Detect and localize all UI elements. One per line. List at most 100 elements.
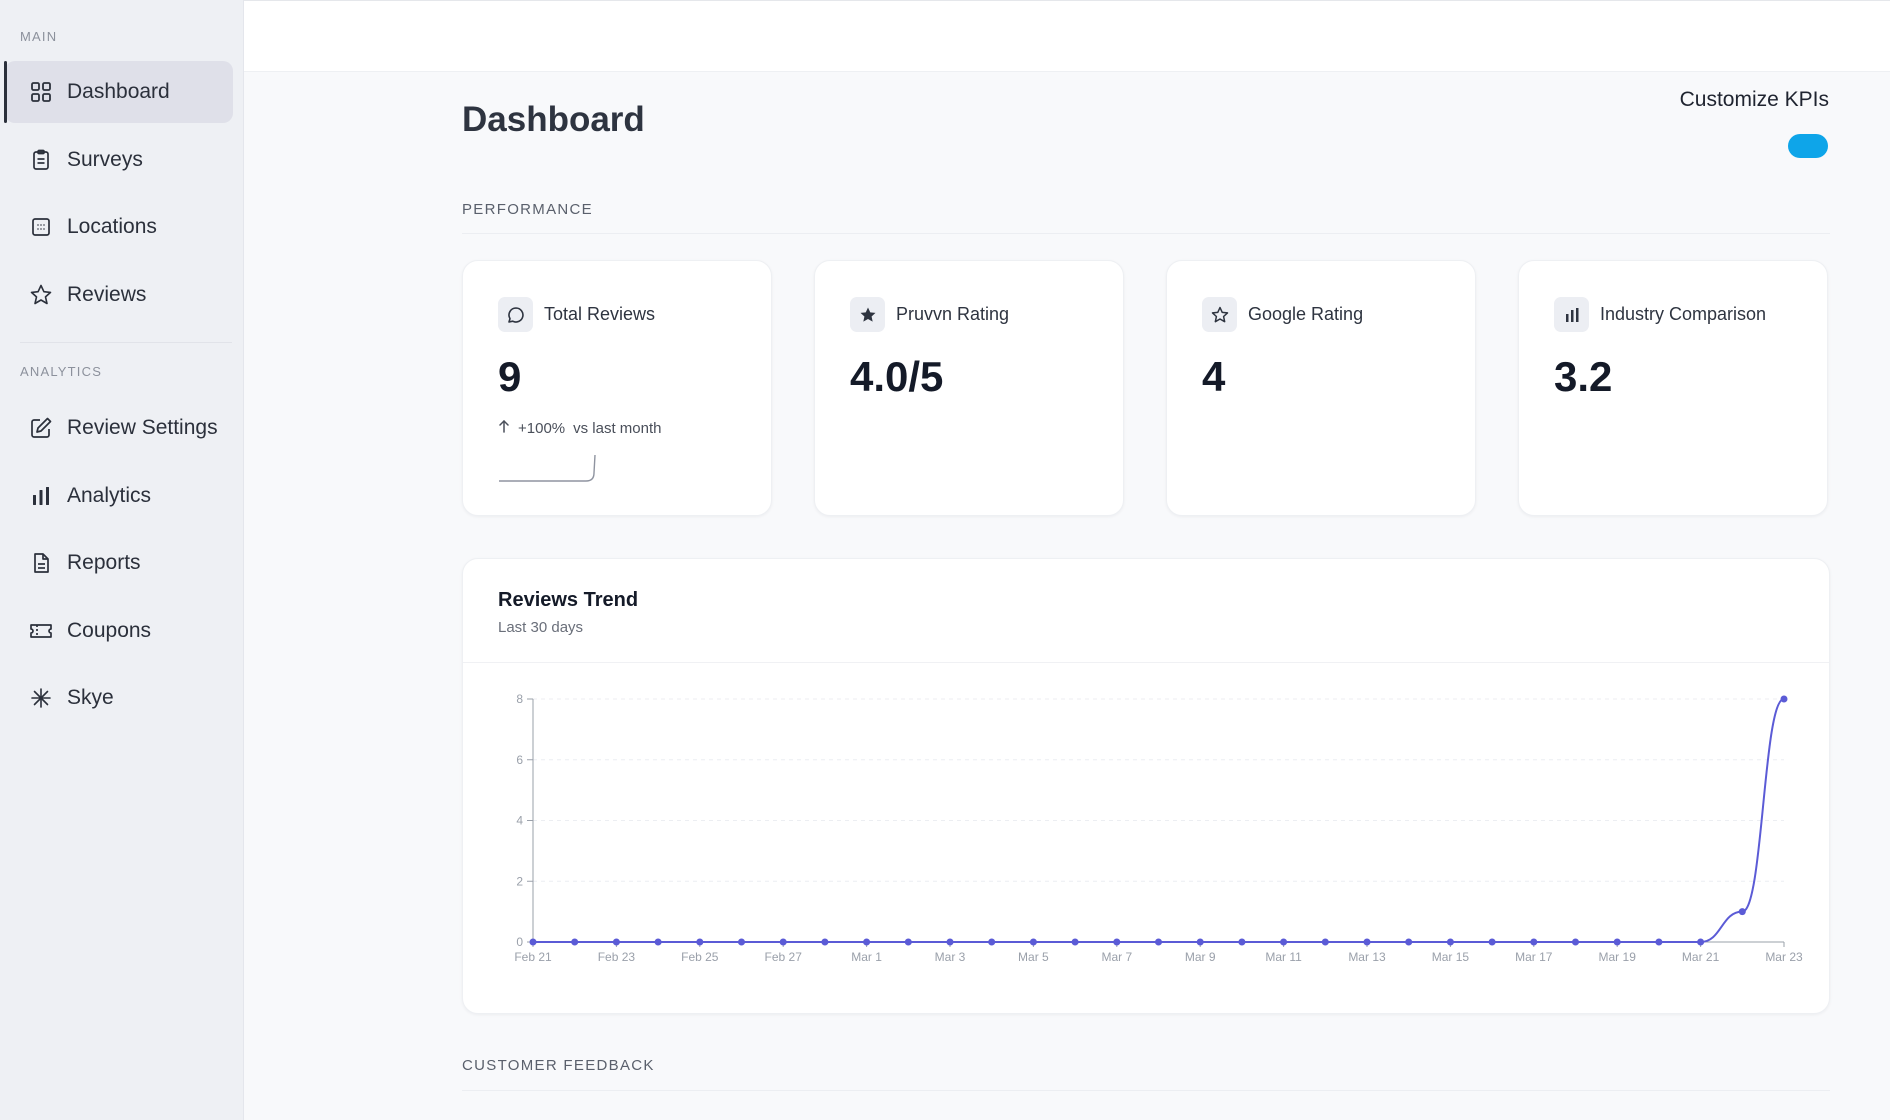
x-tick-label: Mar 3 [935,950,966,964]
kpi-delta-value: +100% [518,419,566,437]
sidebar-item-label: Skye [67,686,114,709]
data-point [1572,938,1579,946]
data-point [779,938,787,946]
sidebar-item-reports[interactable]: Reports [5,532,233,594]
sidebar-item-label: Reviews [67,283,147,306]
sidebar-section-analytics: ANALYTICS [20,364,103,379]
x-tick-label: Mar 13 [1348,950,1386,964]
data-point [654,938,662,946]
reviews-trend-card: Reviews Trend Last 30 days 0 2 4 6 8 Feb 21 Fe… [462,558,1830,1014]
total-reviews-sparkline [499,454,596,482]
data-point [1238,938,1246,946]
document-icon [29,551,53,575]
performance-section-label: PERFORMANCE [462,201,593,218]
data-point [1530,938,1538,946]
y-tick-label: 0 [516,935,523,949]
y-tick-label: 6 [516,753,523,767]
data-point [1697,938,1705,946]
sidebar-section-main: MAIN [20,29,58,44]
x-tick-label: Mar 5 [1018,950,1049,964]
x-tick-label: Mar 15 [1432,950,1470,964]
customize-kpis-toggle[interactable] [1788,134,1828,158]
kpi-card-industry-comparison: Industry Comparison 3.2 [1518,260,1828,516]
building-icon [29,215,53,239]
sidebar-divider [20,342,232,343]
data-point [1405,938,1413,946]
x-tick-label: Mar 7 [1101,950,1132,964]
customer-feedback-section-label: CUSTOMER FEEDBACK [462,1057,655,1074]
data-point [1280,938,1288,946]
kpi-delta-text: vs last month [573,419,662,437]
data-point [1363,938,1371,946]
top-header [244,0,1890,72]
sidebar-item-skye[interactable]: Skye [5,667,233,729]
x-tick-label: Mar 19 [1599,950,1637,964]
data-point [946,938,954,946]
kpi-title: Industry Comparison [1600,304,1767,324]
x-tick-label: Mar 1 [851,950,882,964]
chart-subtitle: Last 30 days [498,619,584,636]
chart-title: Reviews Trend [498,589,639,611]
sidebar-item-label: Locations [67,215,157,238]
ticket-icon [29,619,53,643]
data-point [1155,938,1162,946]
data-point [1321,938,1329,946]
kpi-delta: +100% vs last month [498,419,662,437]
x-tick-label: Feb 23 [598,950,636,964]
data-point [1738,908,1746,916]
kpi-value: 3.2 [1554,353,1613,400]
reviews-trend-chart: 0 2 4 6 8 Feb 21 Feb 23 Feb 25 Feb 27 Mar 1 Mar 3 M… [514,692,1803,964]
y-tick-label: 2 [516,874,523,888]
kpi-title: Pruvvn Rating [896,304,1010,324]
kpi-title: Total Reviews [544,304,656,324]
sidebar-item-label: Dashboard [67,80,170,103]
star-icon [1202,297,1237,332]
sidebar-item-label: Reports [67,551,141,574]
section-divider [462,1090,1830,1091]
bar-chart-icon [1554,297,1589,332]
kpi-value: 9 [498,353,522,400]
x-tick-label: Feb 21 [514,950,552,964]
y-tick-label: 4 [516,814,523,828]
bar-chart-icon [29,484,53,508]
arrow-up-icon [498,419,510,437]
data-point [821,938,829,946]
data-point [1780,695,1788,703]
kpi-card-pruvvn-rating: Pruvvn Rating 4.0/5 [814,260,1124,516]
data-point [1029,938,1037,946]
sidebar: MAIN Dashboard Surveys Locations Reviews… [0,0,244,1120]
clipboard-icon [29,148,53,172]
kpi-title: Google Rating [1248,304,1364,324]
sidebar-item-coupons[interactable]: Coupons [5,600,233,662]
data-point [612,938,620,946]
star-filled-icon [850,297,885,332]
page-title: Dashboard [462,100,645,139]
sparkle-icon [29,686,53,710]
data-point [1113,938,1121,946]
kpi-value: 4 [1202,353,1226,400]
sidebar-item-surveys[interactable]: Surveys [5,129,233,191]
x-tick-label: Mar 17 [1515,950,1553,964]
x-tick-label: Mar 9 [1185,950,1216,964]
sidebar-item-review-settings[interactable]: Review Settings [5,397,233,459]
x-tick-label: Mar 11 [1265,950,1302,964]
data-point [1488,938,1496,946]
data-point [988,938,996,946]
sidebar-item-label: Review Settings [67,416,218,439]
data-point [904,938,912,946]
sidebar-item-locations[interactable]: Locations [5,196,233,258]
sidebar-item-analytics[interactable]: Analytics [5,465,233,527]
data-point [1613,938,1621,946]
data-point [738,938,745,946]
data-point [1655,938,1663,946]
data-point [1071,938,1079,946]
sidebar-item-label: Surveys [67,148,143,171]
sidebar-item-dashboard[interactable]: Dashboard [4,61,233,123]
section-divider [462,233,1830,234]
data-point [696,938,704,946]
sidebar-item-reviews[interactable]: Reviews [5,264,233,326]
chart-divider [463,662,1829,663]
customize-kpis-label: Customize KPIs [1679,88,1829,111]
kpi-card-google-rating: Google Rating 4 [1166,260,1476,516]
edit-icon [29,416,53,440]
